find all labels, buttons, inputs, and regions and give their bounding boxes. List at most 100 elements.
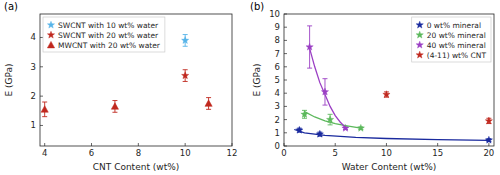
legend-marker bbox=[416, 51, 423, 58]
x-tick-label: 15 bbox=[432, 148, 443, 158]
y-tick-label: 9 bbox=[275, 22, 280, 32]
data-point bbox=[41, 106, 48, 112]
y-tick-label: 6 bbox=[275, 62, 280, 72]
x-tick-label: 6 bbox=[89, 148, 94, 158]
legend-box bbox=[412, 17, 491, 62]
error-cap bbox=[183, 46, 188, 47]
y-axis-label: E (GPa) bbox=[4, 63, 14, 96]
error-cap bbox=[328, 124, 333, 125]
x-tick bbox=[91, 143, 92, 146]
y-tick bbox=[284, 146, 287, 147]
data-point bbox=[316, 130, 323, 137]
y-tick bbox=[284, 93, 287, 94]
x-tick-label: 12 bbox=[227, 148, 238, 158]
y-tick bbox=[284, 53, 287, 54]
y-tick-label: 7 bbox=[275, 49, 280, 59]
y-tick bbox=[40, 125, 43, 126]
x-tick bbox=[44, 143, 45, 146]
legend-label: 20 wt% mineral bbox=[427, 31, 486, 40]
error-cap bbox=[307, 25, 312, 26]
panel: 05101520012345678910Water Content (wt%)E… bbox=[250, 1, 494, 172]
error-cap bbox=[328, 114, 333, 115]
y-tick-label: 2 bbox=[31, 91, 36, 101]
y-tick bbox=[284, 132, 287, 133]
x-tick bbox=[138, 143, 139, 146]
plot-data bbox=[294, 26, 492, 143]
y-tick-label: 1 bbox=[31, 120, 36, 130]
y-tick bbox=[40, 37, 43, 38]
legend-marker bbox=[47, 41, 54, 47]
x-tick-label: 10 bbox=[180, 148, 191, 158]
x-tick bbox=[232, 143, 233, 146]
data-point bbox=[182, 37, 189, 44]
error-cap bbox=[206, 97, 211, 98]
legend-label: 0 wt% mineral bbox=[427, 21, 481, 30]
x-tick-label: 5 bbox=[333, 148, 338, 158]
x-tick bbox=[185, 143, 186, 146]
fit-curve bbox=[310, 48, 346, 127]
plot-frame bbox=[40, 14, 232, 146]
error-cap bbox=[307, 68, 312, 69]
y-axis-label: E (GPa) bbox=[252, 63, 262, 96]
figure: 46810121234CNT Content (wt%)E (GPa)(a)SW… bbox=[0, 0, 500, 175]
data-point bbox=[205, 100, 212, 106]
error-cap bbox=[183, 69, 188, 70]
legend-label: SWCNT with 10 wt% water bbox=[58, 21, 159, 30]
legend-box bbox=[43, 17, 165, 52]
x-tick-label: 4 bbox=[42, 148, 47, 158]
x-tick bbox=[284, 143, 285, 146]
x-tick bbox=[488, 143, 489, 146]
y-tick bbox=[284, 14, 287, 15]
error-cap bbox=[206, 109, 211, 110]
fit-curve bbox=[304, 112, 360, 128]
legend-marker bbox=[416, 31, 423, 38]
x-tick bbox=[386, 143, 387, 146]
x-tick bbox=[335, 143, 336, 146]
legend-marker bbox=[47, 31, 54, 38]
data-point bbox=[301, 111, 308, 118]
error-cap bbox=[322, 105, 327, 106]
data-point bbox=[383, 91, 390, 98]
y-tick-label: 5 bbox=[275, 75, 280, 85]
y-tick bbox=[284, 27, 287, 28]
plot-frame bbox=[284, 14, 494, 146]
data-point bbox=[111, 103, 118, 109]
data-point bbox=[182, 72, 189, 79]
y-tick-label: 8 bbox=[275, 35, 280, 45]
y-tick bbox=[284, 106, 287, 107]
y-tick bbox=[284, 119, 287, 120]
legend: 0 wt% mineral20 wt% mineral40 wt% minera… bbox=[412, 17, 491, 62]
x-tick-label: 10 bbox=[381, 148, 392, 158]
y-tick-label: 3 bbox=[31, 62, 36, 72]
panel: 46810121234CNT Content (wt%)E (GPa)(a)SW… bbox=[4, 1, 237, 172]
y-tick bbox=[40, 66, 43, 67]
error-cap bbox=[42, 116, 47, 117]
data-point bbox=[485, 136, 492, 143]
y-tick-label: 1 bbox=[275, 128, 280, 138]
y-tick-label: 4 bbox=[31, 32, 36, 42]
y-tick bbox=[40, 96, 43, 97]
legend-label: (4-11) wt% CNT bbox=[427, 51, 487, 60]
y-tick-label: 2 bbox=[275, 115, 280, 125]
x-tick bbox=[437, 143, 438, 146]
legend-label: 40 wt% mineral bbox=[427, 41, 486, 50]
error-cap bbox=[42, 102, 47, 103]
x-axis-label: CNT Content (wt%) bbox=[93, 162, 180, 172]
fit-curve bbox=[294, 130, 489, 141]
panel-title: (a) bbox=[4, 1, 18, 12]
plot-data bbox=[41, 35, 212, 117]
legend-marker bbox=[416, 41, 423, 48]
x-tick-label: 20 bbox=[483, 148, 494, 158]
data-point bbox=[485, 117, 492, 124]
error-cap bbox=[183, 81, 188, 82]
y-tick-label: 10 bbox=[269, 9, 280, 19]
y-tick bbox=[284, 66, 287, 67]
legend-marker bbox=[416, 21, 423, 28]
legend: SWCNT with 10 wt% waterSWCNT with 20 wt%… bbox=[43, 17, 165, 52]
y-tick-label: 0 bbox=[275, 141, 280, 151]
y-tick bbox=[284, 40, 287, 41]
y-tick-label: 3 bbox=[275, 101, 280, 111]
x-axis-label: Water Content (wt%) bbox=[342, 162, 437, 172]
legend-label: SWCNT with 20 wt% water bbox=[58, 31, 159, 40]
error-cap bbox=[112, 112, 117, 113]
